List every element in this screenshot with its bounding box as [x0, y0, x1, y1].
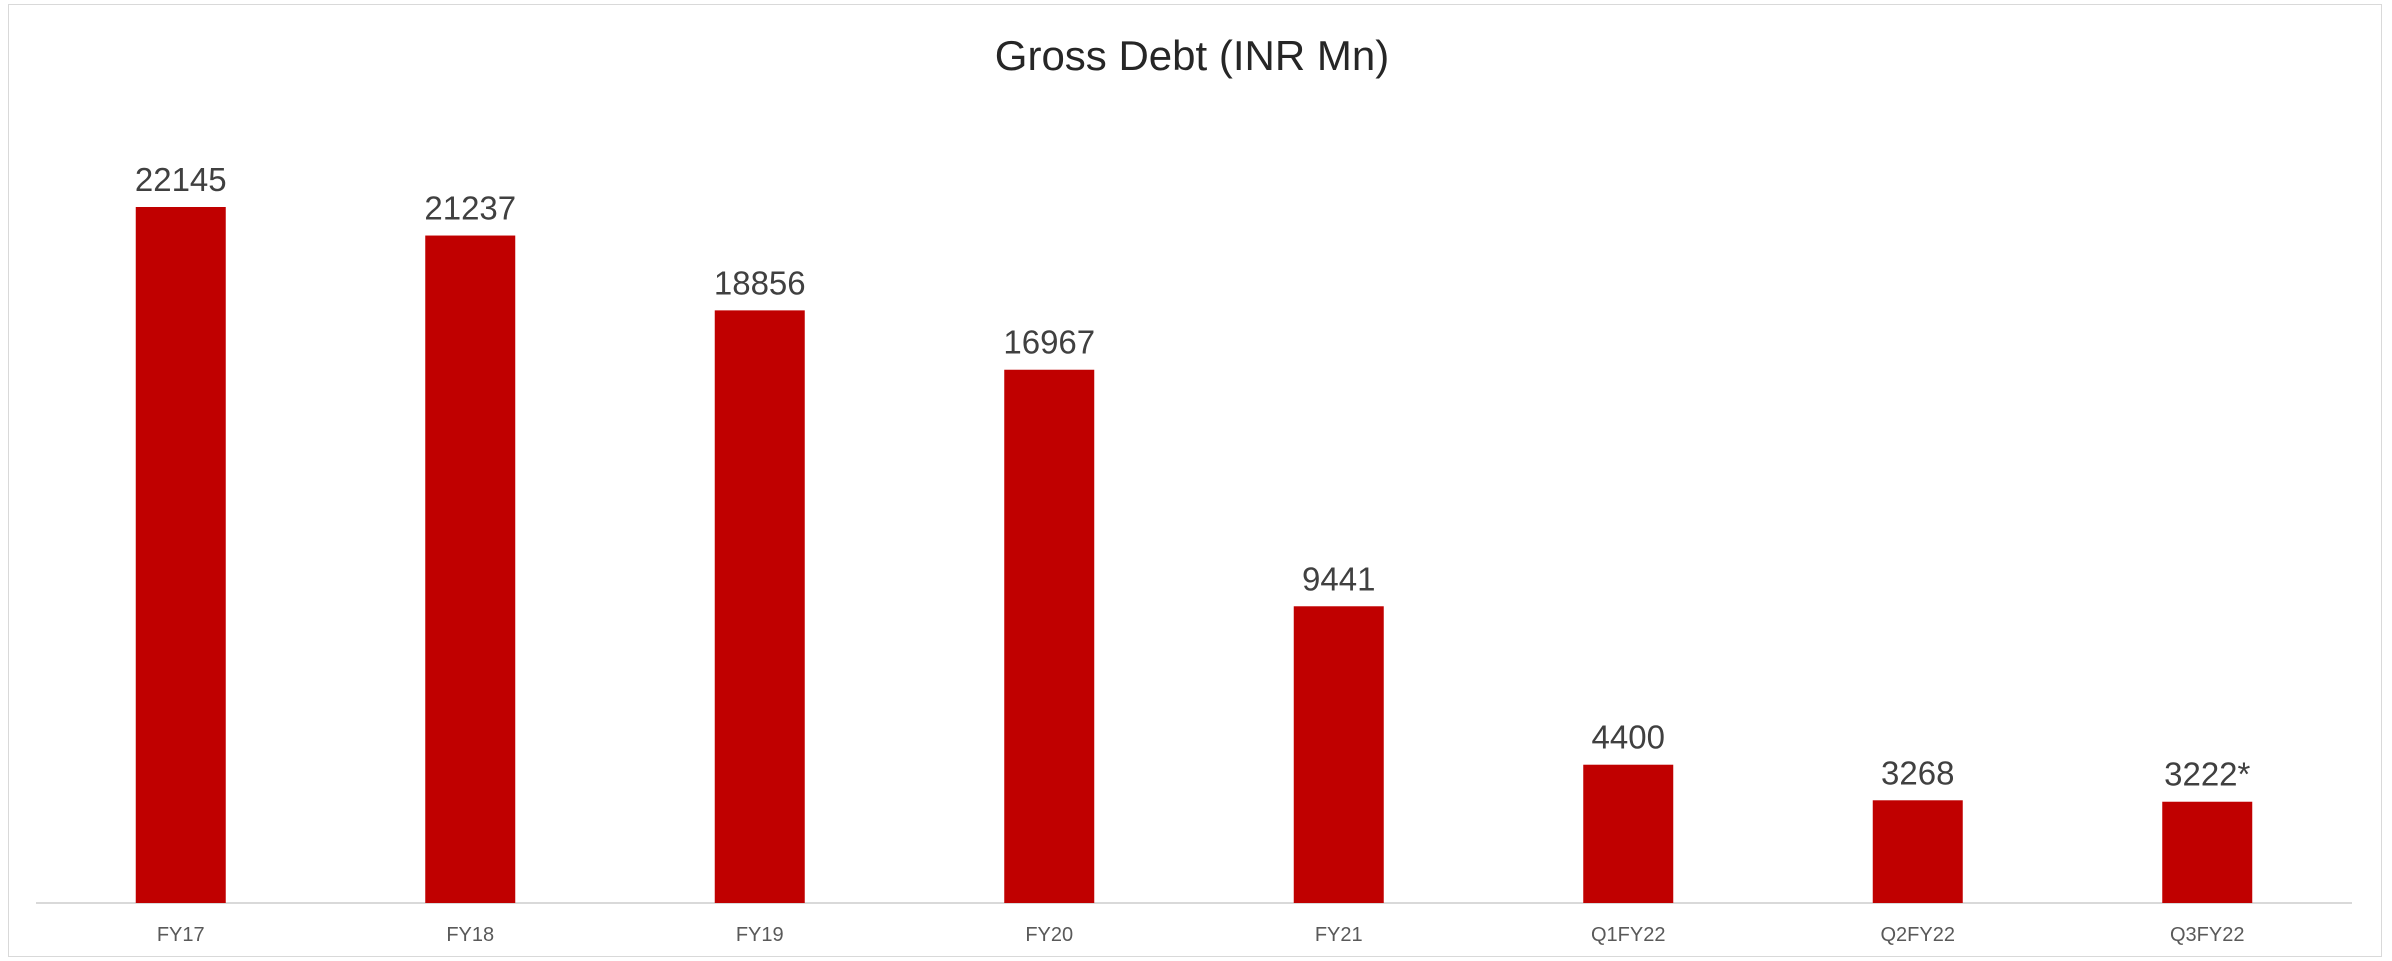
x-tick-label-fy17: FY17	[157, 924, 205, 946]
x-tick-label-q1fy22: Q1FY22	[1591, 924, 1665, 946]
x-tick-label-fy20: FY20	[1025, 924, 1073, 946]
bar-q2fy22	[1872, 800, 1963, 903]
x-tick-label-fy19: FY19	[736, 924, 784, 946]
data-labels-layer: 22145 21237 18856 16967 9441 4400 3268 3222*	[135, 161, 2251, 793]
x-tick-label-fy18: FY18	[446, 924, 494, 946]
bar-q3fy22	[2162, 801, 2253, 903]
x-tick-labels-layer: FY17 FY18 FY19 FY20 FY21 Q1FY22 Q2FY22 Q3FY22	[157, 924, 2245, 946]
bar-fy19	[714, 310, 805, 903]
bar-fy20	[1004, 369, 1095, 903]
bar-fy21	[1293, 606, 1384, 903]
bars-layer	[135, 207, 2253, 904]
x-tick-label-q2fy22: Q2FY22	[1881, 924, 1955, 946]
bar-q1fy22	[1583, 764, 1674, 903]
chart-frame	[8, 4, 2382, 957]
data-label-fy20: 16967	[1003, 324, 1095, 361]
chart-title: Gross Debt (INR Mn)	[995, 32, 1389, 79]
data-label-q3fy22: 3222*	[2164, 756, 2250, 793]
data-label-fy21: 9441	[1302, 560, 1375, 597]
data-label-fy19: 18856	[714, 264, 806, 301]
data-label-fy17: 22145	[135, 161, 227, 198]
data-label-q1fy22: 4400	[1592, 719, 1665, 756]
bar-fy17	[135, 207, 226, 903]
data-label-q2fy22: 3268	[1881, 754, 1954, 791]
x-tick-label-fy21: FY21	[1315, 924, 1363, 946]
x-tick-label-q3fy22: Q3FY22	[2170, 924, 2244, 946]
data-label-fy18: 21237	[424, 190, 516, 227]
bar-fy18	[425, 235, 516, 904]
